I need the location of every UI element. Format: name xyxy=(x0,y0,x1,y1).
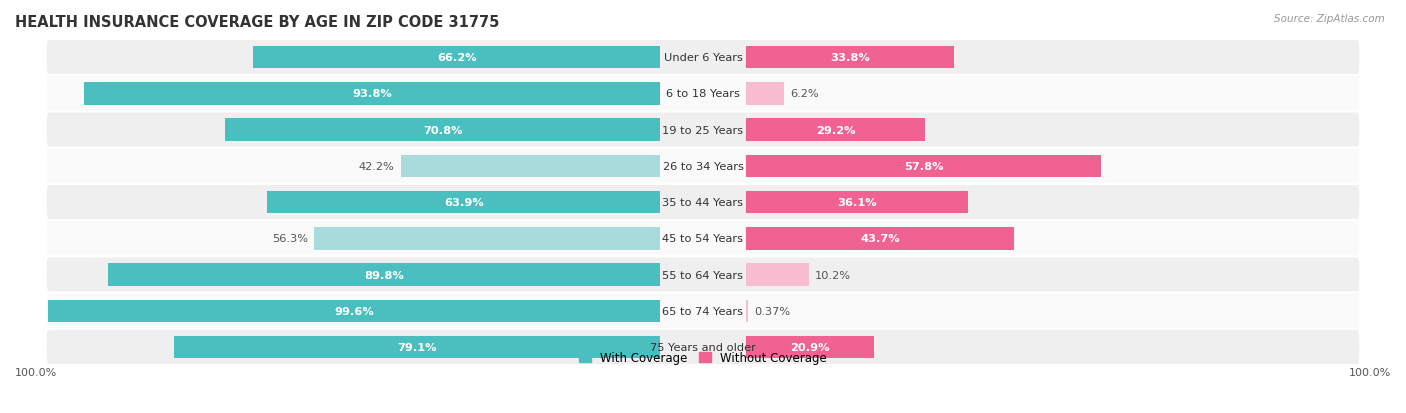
Text: 56.3%: 56.3% xyxy=(271,234,308,244)
Bar xyxy=(174,336,659,358)
Text: 63.9%: 63.9% xyxy=(444,197,484,207)
Text: 100.0%: 100.0% xyxy=(1348,368,1391,377)
Text: 20.9%: 20.9% xyxy=(790,342,830,352)
Text: Source: ZipAtlas.com: Source: ZipAtlas.com xyxy=(1274,14,1385,24)
Text: 70.8%: 70.8% xyxy=(423,125,463,135)
Text: Under 6 Years: Under 6 Years xyxy=(664,53,742,63)
Text: 19 to 25 Years: 19 to 25 Years xyxy=(662,125,744,135)
FancyBboxPatch shape xyxy=(46,148,1360,185)
Text: 79.1%: 79.1% xyxy=(398,342,437,352)
FancyBboxPatch shape xyxy=(46,293,1360,329)
Bar xyxy=(253,47,659,69)
FancyBboxPatch shape xyxy=(46,76,1360,112)
Text: 26 to 34 Years: 26 to 34 Years xyxy=(662,161,744,171)
Bar xyxy=(314,228,659,250)
Text: 55 to 64 Years: 55 to 64 Years xyxy=(662,270,744,280)
Bar xyxy=(747,263,808,286)
FancyBboxPatch shape xyxy=(46,221,1360,257)
Text: 6 to 18 Years: 6 to 18 Years xyxy=(666,89,740,99)
Text: 35 to 44 Years: 35 to 44 Years xyxy=(662,197,744,207)
Text: 93.8%: 93.8% xyxy=(352,89,392,99)
Bar xyxy=(747,47,953,69)
Bar xyxy=(747,155,1101,178)
Text: 65 to 74 Years: 65 to 74 Years xyxy=(662,306,744,316)
Bar xyxy=(84,83,659,105)
Text: 75 Years and older: 75 Years and older xyxy=(650,342,756,352)
FancyBboxPatch shape xyxy=(46,329,1360,365)
FancyBboxPatch shape xyxy=(46,112,1360,148)
Text: 36.1%: 36.1% xyxy=(837,197,877,207)
Bar xyxy=(48,300,659,322)
Text: 10.2%: 10.2% xyxy=(815,270,851,280)
Bar xyxy=(747,336,875,358)
Text: 29.2%: 29.2% xyxy=(815,125,855,135)
Text: 33.8%: 33.8% xyxy=(830,53,870,63)
FancyBboxPatch shape xyxy=(46,185,1360,221)
Legend: With Coverage, Without Coverage: With Coverage, Without Coverage xyxy=(579,351,827,364)
Text: 89.8%: 89.8% xyxy=(364,270,404,280)
Text: 6.2%: 6.2% xyxy=(790,89,818,99)
Text: 57.8%: 57.8% xyxy=(904,161,943,171)
Text: 100.0%: 100.0% xyxy=(15,368,58,377)
Bar xyxy=(267,191,659,214)
FancyBboxPatch shape xyxy=(46,40,1360,76)
Text: 45 to 54 Years: 45 to 54 Years xyxy=(662,234,744,244)
Bar xyxy=(747,119,925,141)
Text: 0.37%: 0.37% xyxy=(755,306,790,316)
Bar xyxy=(747,191,967,214)
Bar xyxy=(747,83,785,105)
Bar xyxy=(747,300,748,322)
Text: 43.7%: 43.7% xyxy=(860,234,900,244)
Text: 99.6%: 99.6% xyxy=(335,306,374,316)
Text: 42.2%: 42.2% xyxy=(359,161,395,171)
Bar xyxy=(747,228,1015,250)
Text: HEALTH INSURANCE COVERAGE BY AGE IN ZIP CODE 31775: HEALTH INSURANCE COVERAGE BY AGE IN ZIP … xyxy=(15,15,499,30)
Bar xyxy=(225,119,659,141)
Bar xyxy=(108,263,659,286)
FancyBboxPatch shape xyxy=(46,257,1360,293)
Text: 66.2%: 66.2% xyxy=(437,53,477,63)
Bar xyxy=(401,155,659,178)
